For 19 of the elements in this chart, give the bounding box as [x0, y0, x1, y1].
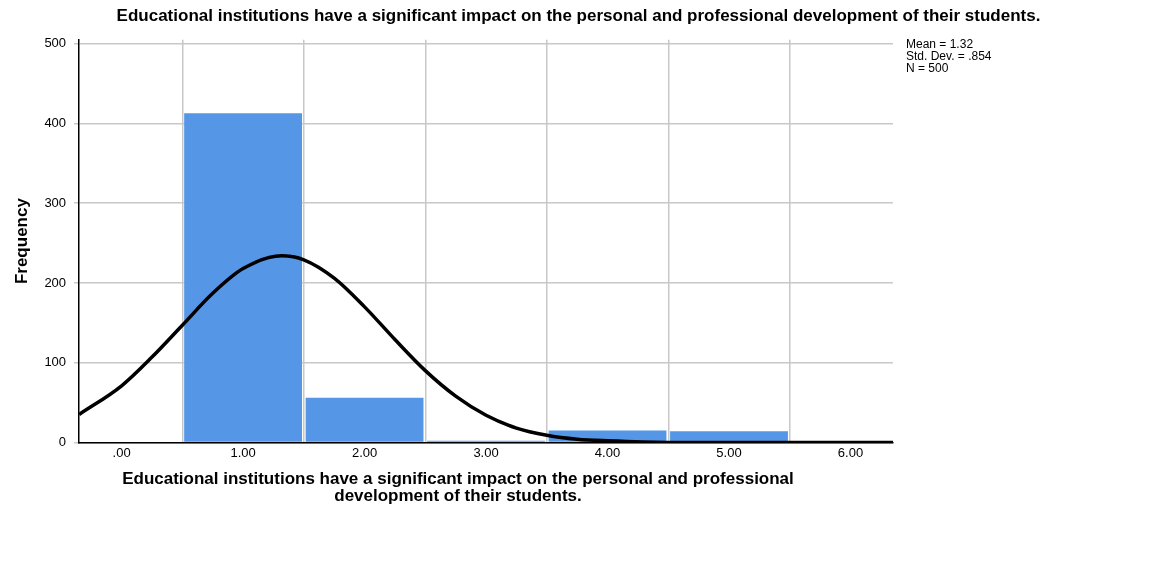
text: N = 500	[906, 61, 950, 75]
x-tick-label: 5.00	[716, 444, 742, 460]
x-tick-label: 2.00	[351, 444, 378, 460]
x-tick-label: 6.00	[837, 444, 864, 460]
y-tick-label: 300	[44, 194, 67, 210]
text: Mean = 1.32	[906, 37, 975, 51]
x-tick-label: .00	[112, 444, 131, 460]
y-tick-label: 200	[44, 274, 67, 290]
chart-title: Educational institutions have a significant impact on the personal and professional development of their students.	[115, 6, 1042, 25]
x-tick-label: 4.00	[594, 444, 621, 460]
y-tick-label: 500	[44, 35, 67, 51]
y-axis-title: Frequency	[11, 197, 31, 285]
y-tick-label: 100	[44, 354, 67, 370]
y-tick-label: 0	[58, 433, 67, 449]
x-tick-label: 3.00	[473, 444, 499, 460]
y-tick-label: 400	[44, 115, 67, 131]
text: Std. Dev. = .854	[906, 49, 992, 63]
x-tick-label: 1.00	[230, 444, 256, 460]
x-axis-title: Educational institutions have a significant impact on the personal and professional development of their students.	[121, 469, 795, 505]
